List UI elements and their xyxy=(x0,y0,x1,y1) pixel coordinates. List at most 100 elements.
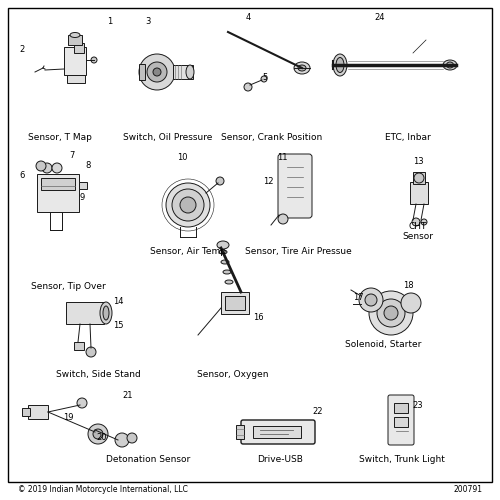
Circle shape xyxy=(412,218,420,226)
Ellipse shape xyxy=(186,65,194,79)
Text: 10: 10 xyxy=(177,154,187,162)
Circle shape xyxy=(86,347,96,357)
Circle shape xyxy=(42,163,52,173)
Text: Detonation Sensor: Detonation Sensor xyxy=(106,455,190,464)
Ellipse shape xyxy=(443,60,457,70)
Ellipse shape xyxy=(298,65,306,71)
Bar xyxy=(79,182,87,189)
Text: 1: 1 xyxy=(108,18,112,26)
FancyBboxPatch shape xyxy=(241,420,315,444)
Text: Sensor: Sensor xyxy=(402,232,434,241)
FancyBboxPatch shape xyxy=(388,395,414,445)
Text: 4: 4 xyxy=(246,14,250,22)
Text: 8: 8 xyxy=(86,160,90,170)
Bar xyxy=(221,292,249,314)
Text: Switch, Oil Pressure: Switch, Oil Pressure xyxy=(124,133,212,142)
Text: 7: 7 xyxy=(70,150,74,160)
Bar xyxy=(66,302,104,324)
Text: 20: 20 xyxy=(97,434,107,442)
Bar xyxy=(225,296,245,310)
Circle shape xyxy=(244,83,252,91)
Bar xyxy=(68,35,82,45)
Bar xyxy=(139,64,145,80)
Circle shape xyxy=(261,76,267,82)
Bar xyxy=(394,403,408,413)
Text: CHT: CHT xyxy=(409,222,427,231)
Text: 11: 11 xyxy=(277,154,287,162)
Text: 14: 14 xyxy=(113,298,123,306)
Bar xyxy=(253,426,301,438)
Text: 24: 24 xyxy=(375,14,385,22)
Circle shape xyxy=(172,189,204,221)
Circle shape xyxy=(365,294,377,306)
Ellipse shape xyxy=(223,270,231,274)
Text: 200791: 200791 xyxy=(453,486,482,494)
Text: 9: 9 xyxy=(80,194,84,202)
Ellipse shape xyxy=(103,306,109,320)
Text: 16: 16 xyxy=(252,314,264,322)
Ellipse shape xyxy=(336,58,344,72)
Bar xyxy=(173,65,193,79)
Circle shape xyxy=(153,68,161,76)
Text: 3: 3 xyxy=(146,18,150,26)
FancyBboxPatch shape xyxy=(278,154,312,218)
Bar xyxy=(28,405,48,419)
Text: Sensor, Air Temp: Sensor, Air Temp xyxy=(150,247,226,256)
Circle shape xyxy=(421,219,427,225)
Circle shape xyxy=(77,398,87,408)
Circle shape xyxy=(139,54,175,90)
Text: 6: 6 xyxy=(20,170,24,179)
Bar xyxy=(41,178,75,190)
Circle shape xyxy=(278,214,288,224)
Bar xyxy=(74,342,84,350)
Bar xyxy=(394,417,408,427)
Circle shape xyxy=(147,62,167,82)
Bar xyxy=(74,43,84,53)
Circle shape xyxy=(166,183,210,227)
Circle shape xyxy=(115,433,129,447)
Text: 21: 21 xyxy=(123,390,133,400)
Ellipse shape xyxy=(333,54,347,76)
Ellipse shape xyxy=(219,250,227,254)
Circle shape xyxy=(414,173,424,183)
Circle shape xyxy=(127,433,137,443)
Text: 23: 23 xyxy=(412,400,424,409)
Text: Drive-USB: Drive-USB xyxy=(257,455,303,464)
Text: 18: 18 xyxy=(402,280,413,289)
Text: Sensor, Tip Over: Sensor, Tip Over xyxy=(30,282,106,291)
Text: Switch, Side Stand: Switch, Side Stand xyxy=(56,370,140,379)
Ellipse shape xyxy=(221,260,229,264)
Text: Sensor, T Map: Sensor, T Map xyxy=(28,133,92,142)
Ellipse shape xyxy=(217,241,229,249)
Ellipse shape xyxy=(446,62,454,68)
Text: Sensor, Oxygen: Sensor, Oxygen xyxy=(197,370,269,379)
Text: Sensor, Tire Air Pressue: Sensor, Tire Air Pressue xyxy=(244,247,352,256)
Text: 15: 15 xyxy=(113,320,123,330)
Ellipse shape xyxy=(100,302,112,324)
Circle shape xyxy=(216,177,224,185)
Circle shape xyxy=(377,299,405,327)
Circle shape xyxy=(88,424,108,444)
Text: 13: 13 xyxy=(412,158,424,166)
Bar xyxy=(236,425,244,439)
Bar xyxy=(413,172,425,184)
Text: 12: 12 xyxy=(263,178,273,186)
Text: Sensor, Crank Position: Sensor, Crank Position xyxy=(222,133,322,142)
Ellipse shape xyxy=(225,280,233,284)
Circle shape xyxy=(36,161,46,171)
Circle shape xyxy=(384,306,398,320)
Circle shape xyxy=(93,429,103,439)
Circle shape xyxy=(180,197,196,213)
Bar xyxy=(64,47,86,75)
Ellipse shape xyxy=(294,62,310,74)
Text: ETC, Inbar: ETC, Inbar xyxy=(385,133,431,142)
Circle shape xyxy=(52,163,62,173)
Circle shape xyxy=(369,291,413,335)
Text: 5: 5 xyxy=(262,74,268,82)
Circle shape xyxy=(359,288,383,312)
Bar xyxy=(50,212,62,230)
Bar xyxy=(37,174,79,212)
Text: © 2019 Indian Motorcycle International, LLC: © 2019 Indian Motorcycle International, … xyxy=(18,486,188,494)
Bar xyxy=(67,75,85,83)
Text: 2: 2 xyxy=(20,46,24,54)
